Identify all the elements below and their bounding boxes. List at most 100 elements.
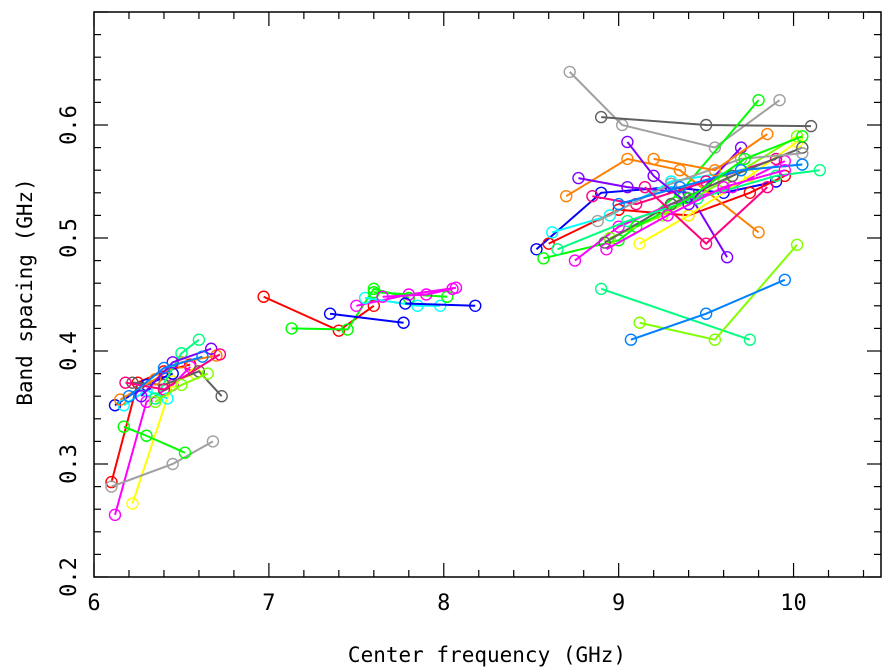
data-point <box>773 93 786 107</box>
series <box>568 154 792 267</box>
series <box>647 127 774 177</box>
data-point <box>612 197 625 211</box>
series-line <box>605 169 786 251</box>
data-point <box>563 65 576 79</box>
data-point <box>621 180 634 194</box>
axis-tick-labels: 6 7 8 9 10 0.2 0.3 0.4 0.5 0.6 <box>57 105 807 616</box>
series-line <box>568 71 781 149</box>
series <box>117 420 192 459</box>
data-point <box>621 135 634 149</box>
data-point <box>560 189 573 203</box>
data-point <box>734 163 748 177</box>
series-line <box>405 302 476 307</box>
data-point <box>790 238 804 251</box>
data-point <box>469 299 482 312</box>
data-point <box>726 169 739 183</box>
data-point <box>621 152 634 166</box>
data-point <box>761 180 774 194</box>
data-point <box>206 435 220 448</box>
plot-area-border <box>93 11 882 578</box>
data-point <box>624 333 638 346</box>
series <box>285 282 415 336</box>
data-point <box>175 378 188 392</box>
data-point <box>117 420 130 433</box>
series-line <box>329 312 404 324</box>
data-point <box>591 214 604 228</box>
data-point <box>638 180 652 194</box>
data-point <box>367 282 381 296</box>
data-point <box>647 152 660 166</box>
data-point <box>323 307 337 320</box>
data-point <box>341 323 354 336</box>
data-point <box>196 350 209 363</box>
data-point <box>708 163 722 177</box>
series-line <box>601 116 812 128</box>
x-tick-label: 10 <box>780 591 807 616</box>
data-point <box>215 390 228 403</box>
data-point <box>397 316 410 329</box>
series <box>563 65 786 154</box>
data-point <box>769 169 783 183</box>
series-line <box>644 186 769 246</box>
series <box>638 180 774 250</box>
data-point <box>530 243 543 256</box>
data-point <box>192 333 206 346</box>
data-point <box>537 252 550 265</box>
series-line <box>123 425 186 454</box>
series <box>594 282 757 346</box>
data-point <box>551 243 564 256</box>
series <box>105 435 220 493</box>
data-point <box>673 180 687 194</box>
data-point <box>119 376 132 389</box>
data-point <box>761 127 774 141</box>
y-tick-label: 0.6 <box>57 105 82 145</box>
data-point <box>594 110 608 124</box>
data-point <box>633 316 646 329</box>
series-line <box>630 278 786 341</box>
data-point <box>135 390 148 403</box>
data-point <box>790 130 804 143</box>
data-point <box>633 237 646 250</box>
data-point <box>708 333 722 346</box>
series-line <box>263 295 375 332</box>
data-point <box>108 508 122 522</box>
data-point <box>603 209 617 222</box>
data-point <box>166 457 179 471</box>
y-tick-label: 0.2 <box>57 557 82 597</box>
data-point <box>157 383 171 396</box>
series <box>612 158 809 211</box>
series <box>149 367 214 409</box>
data-point <box>122 390 136 403</box>
x-axis-title: Center frequency (GHz) <box>348 643 626 667</box>
data-point <box>594 282 608 296</box>
series-line <box>597 152 803 222</box>
data-point <box>699 307 713 320</box>
data-point <box>661 209 674 222</box>
series <box>624 273 792 346</box>
data-point <box>600 243 613 256</box>
series <box>122 350 209 403</box>
data-point <box>699 118 713 132</box>
data-point <box>621 214 634 228</box>
data-point <box>542 237 555 250</box>
data-point <box>743 186 757 200</box>
series-line <box>382 287 453 298</box>
y-tick-label: 0.4 <box>57 331 82 371</box>
axis-ticks <box>93 11 881 578</box>
data-point <box>804 119 818 133</box>
series-line <box>639 244 798 341</box>
data-point <box>105 480 118 493</box>
data-point <box>157 361 171 375</box>
data-point <box>367 299 381 312</box>
y-tick-label: 0.3 <box>57 444 82 484</box>
series <box>594 110 818 133</box>
series-line <box>111 440 214 488</box>
y-tick-label: 0.5 <box>57 218 82 258</box>
data-point <box>105 475 118 489</box>
data-point <box>204 342 218 355</box>
data-point <box>411 299 424 312</box>
series <box>257 290 381 337</box>
series-line <box>125 353 221 391</box>
data-point <box>778 163 792 177</box>
